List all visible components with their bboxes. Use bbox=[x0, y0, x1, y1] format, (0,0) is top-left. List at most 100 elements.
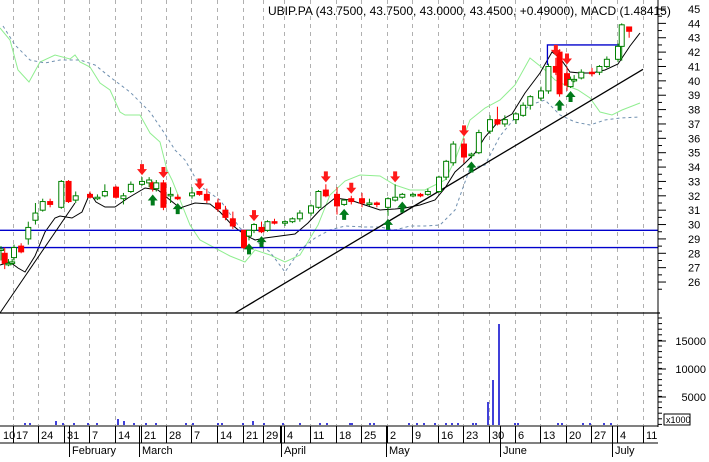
candle-body bbox=[289, 218, 296, 223]
candle-body bbox=[87, 193, 93, 198]
candle-body bbox=[322, 189, 329, 197]
month-label: February bbox=[72, 445, 117, 457]
candle-body bbox=[578, 71, 585, 79]
sell-arrow-icon bbox=[390, 171, 401, 183]
candle-body bbox=[9, 261, 16, 264]
day-label: 10 bbox=[3, 430, 15, 442]
candle-body bbox=[618, 24, 625, 47]
candle-body bbox=[461, 143, 467, 158]
candle-body bbox=[436, 176, 442, 192]
candle-body bbox=[392, 196, 399, 201]
price-tick-label: 37 bbox=[688, 119, 700, 131]
candle-body bbox=[359, 198, 365, 204]
candle-body bbox=[271, 221, 278, 224]
trendlines bbox=[0, 68, 644, 314]
sell-arrow-icon bbox=[249, 210, 259, 222]
day-label: 21 bbox=[144, 430, 156, 442]
month-label: April bbox=[284, 445, 306, 457]
day-label: 24 bbox=[41, 430, 53, 442]
buy-arrow-icon bbox=[172, 203, 183, 215]
candle-body bbox=[203, 193, 210, 201]
candle-body bbox=[167, 193, 174, 197]
day-label: 28 bbox=[169, 430, 181, 442]
day-label: 14 bbox=[118, 430, 130, 442]
month-label: May bbox=[389, 445, 410, 457]
day-label: 7 bbox=[194, 430, 200, 442]
candle-body bbox=[32, 212, 39, 221]
moving-average-dashed-line bbox=[2, 25, 641, 273]
buy-arrow-icon bbox=[466, 161, 477, 173]
price-tick-label: 36 bbox=[688, 133, 700, 145]
buy-arrow-icon bbox=[383, 218, 393, 230]
candle-body bbox=[626, 26, 633, 32]
candle-body bbox=[39, 201, 46, 211]
volume-unit-label: x1000 bbox=[666, 415, 691, 425]
signal-arrows bbox=[137, 44, 576, 255]
day-label: 18 bbox=[339, 430, 351, 442]
candle-body bbox=[246, 229, 252, 237]
candle-body bbox=[385, 198, 391, 208]
candle-body bbox=[315, 190, 322, 208]
candle-body bbox=[258, 226, 265, 233]
candle-body bbox=[251, 224, 257, 231]
sell-arrow-icon bbox=[459, 125, 469, 137]
candle-body bbox=[146, 179, 153, 184]
candle-body bbox=[596, 65, 603, 73]
grid-lines bbox=[13, 0, 644, 425]
price-tick-label: 45 bbox=[688, 4, 700, 16]
candle-body bbox=[348, 198, 355, 203]
candle-body bbox=[113, 186, 119, 198]
candle-body bbox=[1, 252, 8, 264]
candle-body bbox=[494, 119, 501, 125]
day-label: 25 bbox=[364, 430, 376, 442]
sell-arrow-icon bbox=[320, 171, 331, 183]
day-label: 11 bbox=[646, 430, 657, 442]
candle-body bbox=[501, 119, 508, 125]
resistance-line bbox=[546, 44, 621, 66]
candle-body bbox=[556, 51, 563, 95]
candle-body bbox=[5, 262, 12, 266]
bollinger-band-line bbox=[0, 27, 641, 263]
price-tick-label: 35 bbox=[688, 148, 700, 160]
day-label: 21 bbox=[246, 430, 258, 442]
candle-body bbox=[94, 196, 101, 200]
trendline-left bbox=[0, 202, 76, 314]
volume-tick-label: 5000 bbox=[682, 392, 706, 404]
price-tick-label: 26 bbox=[688, 277, 700, 289]
price-tick-label: 27 bbox=[688, 263, 700, 275]
sell-arrow-icon bbox=[194, 178, 205, 190]
candle-body bbox=[174, 196, 181, 200]
candle-body bbox=[47, 201, 54, 205]
buy-arrow-icon bbox=[554, 99, 565, 111]
day-label: 4 bbox=[620, 430, 626, 442]
buy-arrow-icon bbox=[397, 201, 408, 213]
candle-body bbox=[571, 78, 578, 82]
candle-body bbox=[615, 45, 621, 60]
price-tick-label: 42 bbox=[688, 47, 700, 59]
sell-arrow-icon bbox=[158, 167, 169, 179]
chart-title: UBIP.PA (43.7500, 43.7500, 43.0000, 43.4… bbox=[268, 4, 671, 18]
price-tick-label: 29 bbox=[688, 234, 700, 246]
candle-body bbox=[241, 229, 247, 249]
day-label: 9 bbox=[415, 430, 421, 442]
candlesticks bbox=[0, 23, 633, 270]
candle-body bbox=[341, 199, 348, 205]
candle-body bbox=[127, 183, 134, 192]
horizontal-support-lines bbox=[0, 44, 658, 249]
buy-arrow-icon bbox=[339, 208, 350, 220]
candle-body bbox=[475, 132, 482, 154]
indicator-lines bbox=[0, 25, 641, 273]
candle-body bbox=[215, 202, 221, 210]
month-label: June bbox=[503, 445, 527, 457]
candle-body bbox=[373, 202, 380, 205]
day-label: 13 bbox=[543, 430, 555, 442]
sell-arrow-icon bbox=[346, 182, 357, 194]
day-label: 7 bbox=[92, 430, 98, 442]
volume-tick-label: 15000 bbox=[675, 336, 706, 348]
volume-bars bbox=[24, 324, 612, 425]
candle-body bbox=[410, 193, 416, 197]
candle-body bbox=[296, 212, 303, 220]
moving-average-fast-line bbox=[0, 32, 641, 273]
price-tick-label: 28 bbox=[688, 248, 700, 260]
sell-arrow-icon bbox=[137, 164, 147, 176]
